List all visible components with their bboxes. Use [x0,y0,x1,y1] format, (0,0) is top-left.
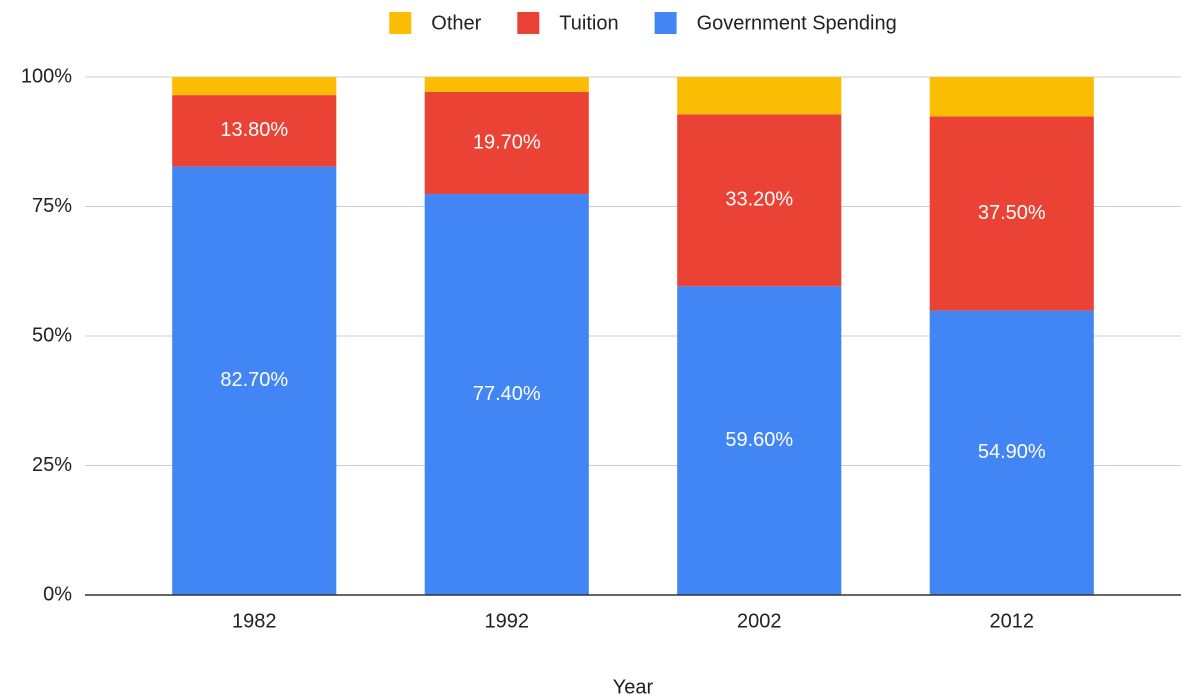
bar-segment [929,116,1094,311]
x-tick-label: 2012 [990,610,1035,632]
y-tick-label: 75% [32,195,72,217]
x-tick-label: 2002 [737,610,782,632]
bar-segment [929,310,1094,595]
bar-segment [424,194,589,595]
legend-label: Other [431,12,481,34]
y-tick-label: 50% [32,324,72,346]
data-label: 13.80% [220,119,288,141]
legend-label: Government Spending [697,12,897,34]
y-tick-label: 25% [32,454,72,476]
bar-segment [677,286,842,595]
data-label: 33.20% [725,189,793,211]
bar-segment [172,166,337,595]
data-label: 82.70% [220,369,288,391]
bar-segment [424,92,589,195]
bar-segment [677,114,842,287]
data-label: 37.50% [978,202,1046,224]
legend-label: Tuition [559,12,618,34]
legend-swatch [389,12,412,34]
bar-segment [172,95,337,167]
bar-segment [172,77,337,96]
bar-segment [424,77,589,93]
data-label: 59.60% [725,429,793,451]
bar-segment [677,77,842,115]
data-label: 19.70% [473,131,541,153]
x-tick-label: 1982 [232,610,277,632]
x-tick-label: 1992 [485,610,530,632]
y-tick-label: 100% [21,65,72,87]
y-tick-label: 0% [43,583,72,605]
bar-segment [929,77,1094,117]
x-axis-label: Year [613,676,654,698]
legend-swatch [517,12,540,34]
data-label: 77.40% [473,383,541,405]
legend-swatch [654,12,677,34]
data-label: 54.90% [978,441,1046,463]
